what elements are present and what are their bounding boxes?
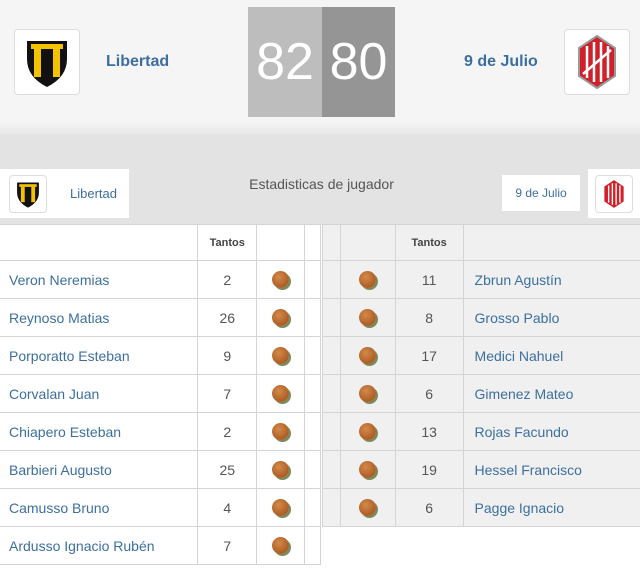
player-row: Porporatto Esteban 9: [0, 336, 321, 375]
points-header[interactable]: Tantos: [394, 224, 464, 261]
player-name[interactable]: Reynoso Matias: [0, 298, 199, 337]
player-points: 8: [394, 298, 464, 337]
home-shield-icon: [17, 182, 39, 208]
player-name[interactable]: Medici Nahuel: [462, 336, 640, 375]
player-name[interactable]: Hessel Francisco: [462, 450, 640, 489]
player-points: 2: [197, 412, 258, 451]
basketball-icon: [359, 347, 377, 365]
basketball-icon: [272, 461, 290, 479]
player-row: 8 Grosso Pablo: [322, 298, 640, 337]
away-team-name[interactable]: 9 de Julio: [464, 53, 538, 70]
basketball-icon: [359, 423, 377, 441]
home-team-logo[interactable]: [14, 29, 80, 95]
player-points: 26: [197, 298, 258, 337]
away-team-logo[interactable]: [564, 29, 630, 95]
player-name[interactable]: Veron Neremias: [0, 260, 199, 299]
basketball-icon: [359, 461, 377, 479]
player-name[interactable]: Ardusso Ignacio Rubén: [0, 526, 199, 565]
home-score: 82: [248, 7, 322, 117]
basketball-icon: [272, 423, 290, 441]
basketball-icon: [272, 309, 290, 327]
player-row: Ardusso Ignacio Rubén 7: [0, 526, 321, 565]
player-row: 6 Pagge Ignacio: [322, 488, 640, 527]
basketball-icon: [359, 271, 377, 289]
player-name[interactable]: Porporatto Esteban: [0, 336, 199, 375]
player-row: 19 Hessel Francisco: [322, 450, 640, 489]
player-row: 11 Zbrun Agustín: [322, 260, 640, 299]
player-name[interactable]: Camusso Bruno: [0, 488, 199, 527]
player-points: 6: [394, 374, 464, 413]
away-team-tab[interactable]: [588, 169, 640, 218]
away-shield-icon: [604, 179, 624, 208]
basketball-icon: [359, 309, 377, 327]
away-team-tab-label[interactable]: 9 de Julio: [502, 175, 580, 211]
player-row: Veron Neremias 2: [0, 260, 321, 299]
player-row: Reynoso Matias 26: [0, 298, 321, 337]
home-shield-icon: [27, 41, 67, 87]
basketball-icon: [272, 499, 290, 517]
basketball-icon: [272, 347, 290, 365]
player-name[interactable]: Rojas Facundo: [462, 412, 640, 451]
away-shield-icon: [578, 34, 616, 90]
basketball-icon: [272, 537, 290, 555]
points-header[interactable]: Tantos: [197, 224, 258, 261]
home-team-tab-label: Libertad: [70, 186, 117, 201]
basketball-icon: [272, 271, 290, 289]
section-title: Estadisticas de jugador: [249, 176, 394, 192]
player-row: 17 Medici Nahuel: [322, 336, 640, 375]
player-row: Chiapero Esteban 2: [0, 412, 321, 451]
player-name[interactable]: Grosso Pablo: [462, 298, 640, 337]
player-name[interactable]: Corvalan Juan: [0, 374, 199, 413]
basketball-icon: [272, 385, 290, 403]
away-team-logo-small: [595, 174, 633, 213]
player-row: 13 Rojas Facundo: [322, 412, 640, 451]
player-name[interactable]: Barbieri Augusto: [0, 450, 199, 489]
player-name[interactable]: Gimenez Mateo: [462, 374, 640, 413]
player-name[interactable]: Pagge Ignacio: [462, 488, 640, 527]
player-name[interactable]: Zbrun Agustín: [462, 260, 640, 299]
player-points: 13: [394, 412, 464, 451]
player-points: 6: [394, 488, 464, 527]
player-name[interactable]: Chiapero Esteban: [0, 412, 199, 451]
player-points: 7: [197, 526, 258, 565]
player-points: 9: [197, 336, 258, 375]
player-points: 17: [394, 336, 464, 375]
home-team-name[interactable]: Libertad: [106, 53, 170, 70]
player-points: 25: [197, 450, 258, 489]
player-points: 2: [197, 260, 258, 299]
home-team-logo-small: [9, 174, 47, 213]
player-points: 4: [197, 488, 258, 527]
away-score: 80: [322, 7, 395, 117]
player-points: 11: [394, 260, 464, 299]
basketball-icon: [359, 499, 377, 517]
player-points: 19: [394, 450, 464, 489]
home-team-tab[interactable]: Libertad: [0, 169, 129, 218]
player-points: 7: [197, 374, 258, 413]
player-row: Camusso Bruno 4: [0, 488, 321, 527]
away-stats-table: Tantos 11 Zbrun Agustín 8 Grosso Pablo 17 Med…: [322, 224, 640, 527]
basketball-icon: [359, 385, 377, 403]
player-row: 6 Gimenez Mateo: [322, 374, 640, 413]
player-row: Corvalan Juan 7: [0, 374, 321, 413]
player-row: Barbieri Augusto 25: [0, 450, 321, 489]
home-stats-table: Tantos Veron Neremias 2 Reynoso Matias 26 Po…: [0, 224, 321, 565]
